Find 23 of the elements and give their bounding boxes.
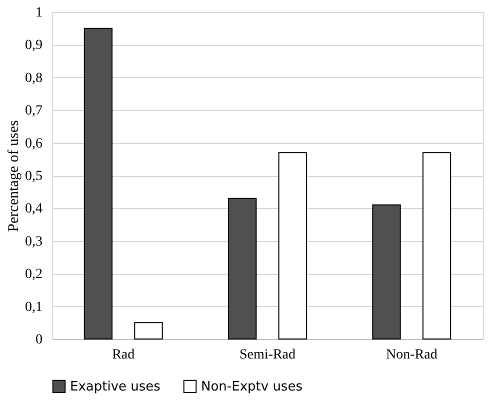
- y-tick-label: 0: [36, 332, 42, 348]
- bar: [228, 198, 257, 340]
- y-tick-label: 0,2: [25, 267, 42, 282]
- bar: [422, 152, 452, 340]
- legend-label: Exaptive uses: [70, 379, 161, 394]
- y-tick-label: 0,3: [25, 234, 42, 250]
- y-tick-label: 0,6: [25, 136, 42, 152]
- legend-label: Non-Exptv uses: [201, 379, 303, 394]
- y-axis-title: Percentage of uses: [6, 120, 22, 232]
- y-tick-label: 0,1: [25, 300, 42, 315]
- x-tick-label: Non-Rad: [386, 348, 438, 362]
- bar: [84, 28, 113, 340]
- x-tick-label: Rad: [112, 348, 135, 362]
- y-tick-label: 0,5: [25, 169, 42, 184]
- y-tick-label: 1: [36, 6, 42, 20]
- y-tick-label: 0,4: [25, 202, 42, 217]
- y-tick-label: 0,8: [25, 70, 42, 86]
- y-tick-label: 0,7: [25, 104, 42, 119]
- bar: [278, 152, 307, 340]
- bar: [134, 322, 163, 340]
- bar: [372, 204, 401, 340]
- x-tick-label: Semi-Rad: [240, 348, 296, 362]
- y-tick-label: 0,9: [25, 38, 42, 54]
